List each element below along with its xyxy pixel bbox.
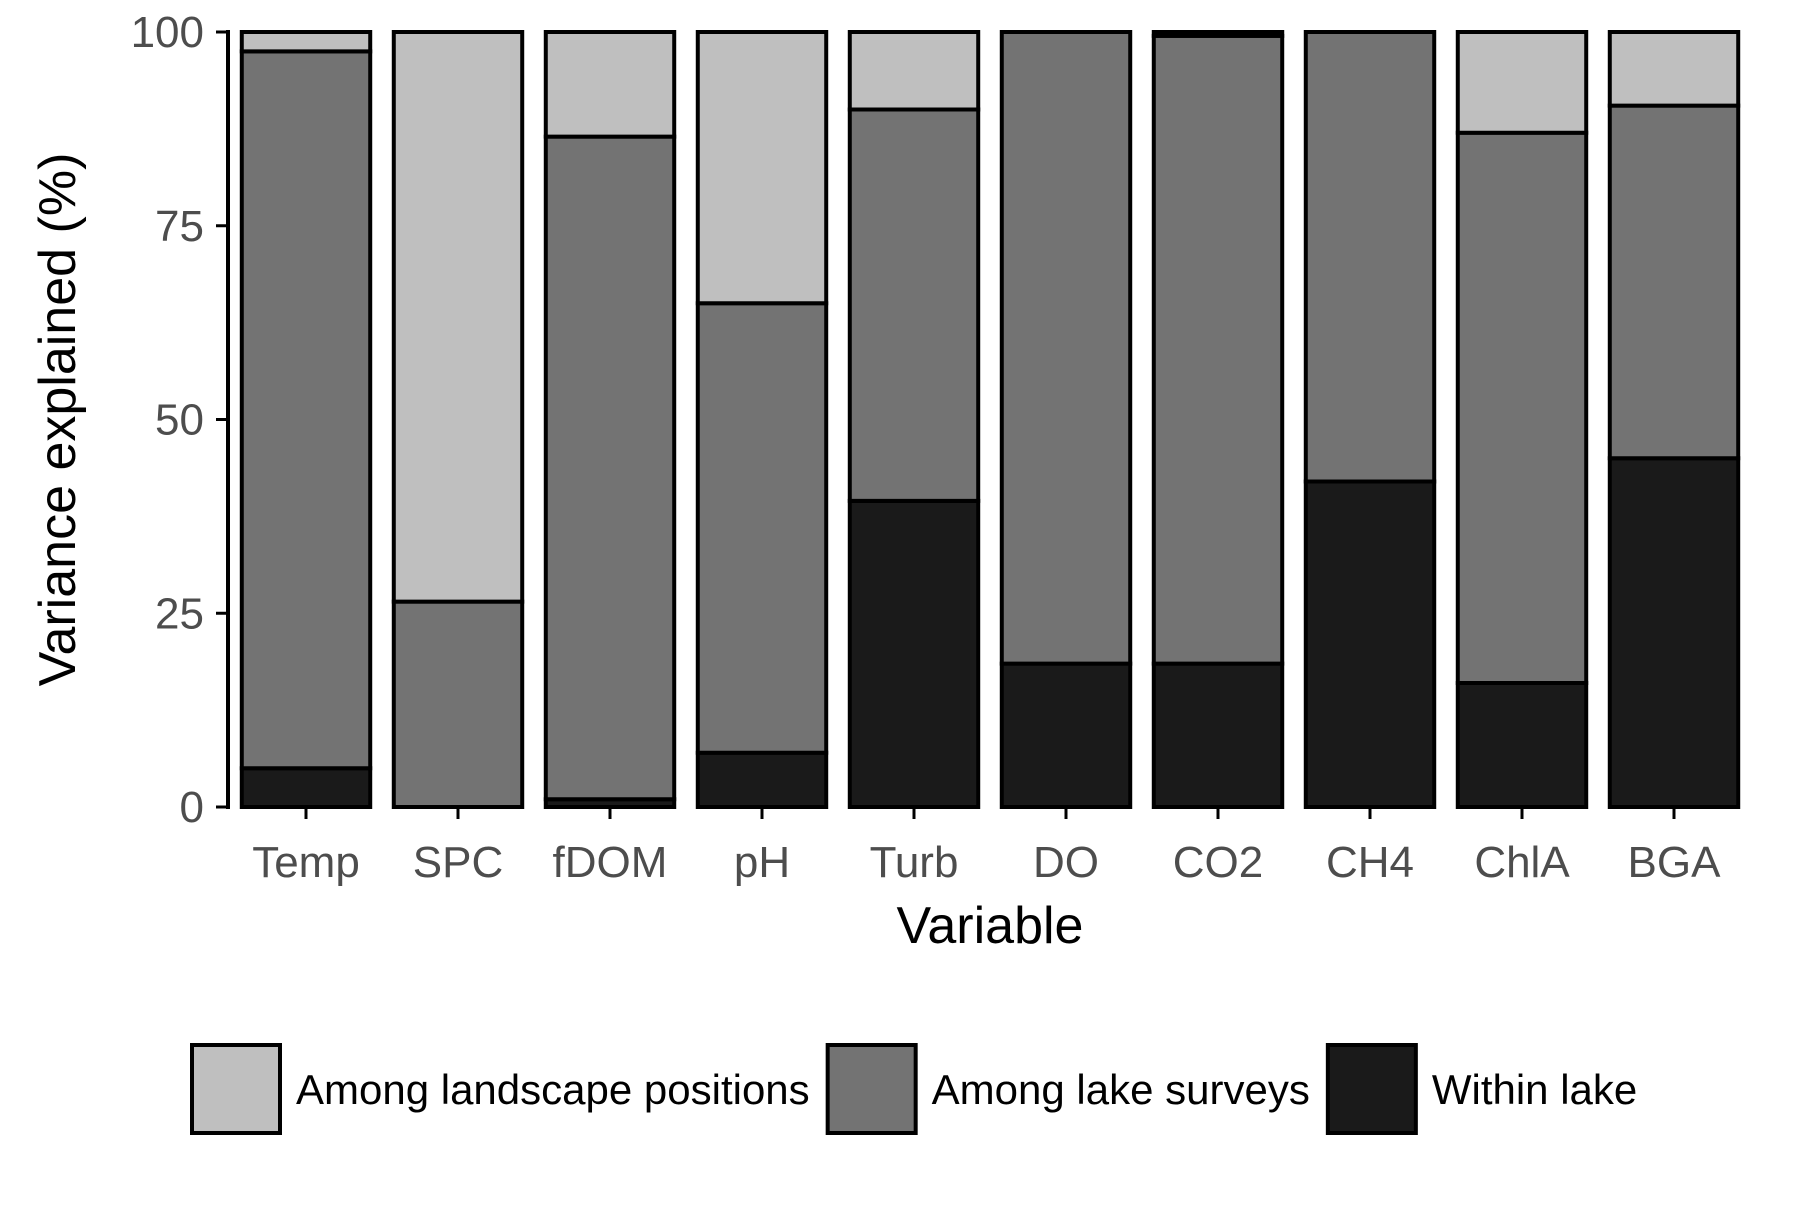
x-tick-label-turb: Turb (870, 838, 959, 887)
bar-segment-fdom-1 (543, 134, 677, 802)
x-tick-label-bga: BGA (1628, 838, 1722, 887)
bar-segment-temp-0 (239, 766, 373, 809)
bar-segment-co2-2 (1151, 30, 1285, 38)
legend-key-within-lake (1325, 1043, 1418, 1135)
y-tick-label-100: 100 (131, 8, 204, 57)
bar-segment-turb-2 (847, 30, 981, 112)
bar-segment-bga-2 (1607, 30, 1741, 108)
bar-segment-chla-1 (1455, 130, 1589, 685)
x-tick-label-temp: Temp (252, 838, 360, 887)
bar-segment-temp-1 (239, 49, 373, 771)
bar-segment-turb-1 (847, 107, 981, 503)
bar-segment-do-1 (999, 30, 1133, 666)
y-tick-label-25: 25 (155, 589, 204, 638)
x-axis-title: Variable (897, 897, 1084, 955)
legend-key-among-lake-surveys (825, 1043, 918, 1135)
x-tick-label-chla: ChlA (1474, 838, 1570, 887)
bar-segment-turb-0 (847, 498, 981, 809)
y-tick-label-0: 0 (180, 783, 204, 832)
bar-segment-bga-1 (1607, 103, 1741, 461)
bar-segment-spc-2 (391, 30, 525, 604)
axes-layer: Temp SPC fDOM pH Turb DO CO2 CH4 ChlA BGA 0 25 50 75 1… (131, 8, 1722, 887)
bar-segment-fdom-2 (543, 30, 677, 139)
bar-segment-bga-0 (1607, 456, 1741, 809)
bar-segment-chla-0 (1455, 681, 1589, 809)
x-tick-label-co2: CO2 (1173, 838, 1263, 887)
bar-segment-ph-0 (695, 750, 829, 809)
legend-label-among-landscape-positions: Among landscape positions (296, 1066, 810, 1113)
bars-layer (239, 30, 1741, 809)
bar-segment-co2-1 (1151, 33, 1285, 666)
bar-segment-ph-1 (695, 301, 829, 755)
x-tick-label-do: DO (1033, 838, 1099, 887)
bar-segment-ph-2 (695, 30, 829, 306)
x-tick-label-ph: pH (734, 838, 790, 887)
bar-segment-co2-0 (1151, 661, 1285, 809)
y-axis-title: Variance explained (%) (29, 153, 87, 687)
x-tick-label-ch4: CH4 (1326, 838, 1414, 887)
bar-segment-ch4-1 (1303, 30, 1437, 484)
bar-segment-chla-2 (1455, 30, 1589, 135)
legend-label-within-lake: Within lake (1432, 1066, 1637, 1113)
y-tick-label-75: 75 (155, 202, 204, 251)
y-tick-label-50: 50 (155, 396, 204, 445)
x-tick-label-spc: SPC (413, 838, 503, 887)
bar-segment-spc-1 (391, 599, 525, 809)
bar-segment-temp-2 (239, 30, 373, 54)
legend-label-among-lake-surveys: Among lake surveys (932, 1066, 1310, 1113)
bar-segment-ch4-0 (1303, 479, 1437, 809)
legend: Among landscape positions Among lake surv… (190, 1043, 1637, 1135)
x-tick-label-fdom: fDOM (553, 838, 668, 887)
legend-key-among-landscape-positions (190, 1043, 282, 1135)
bar-segment-do-0 (999, 661, 1133, 809)
